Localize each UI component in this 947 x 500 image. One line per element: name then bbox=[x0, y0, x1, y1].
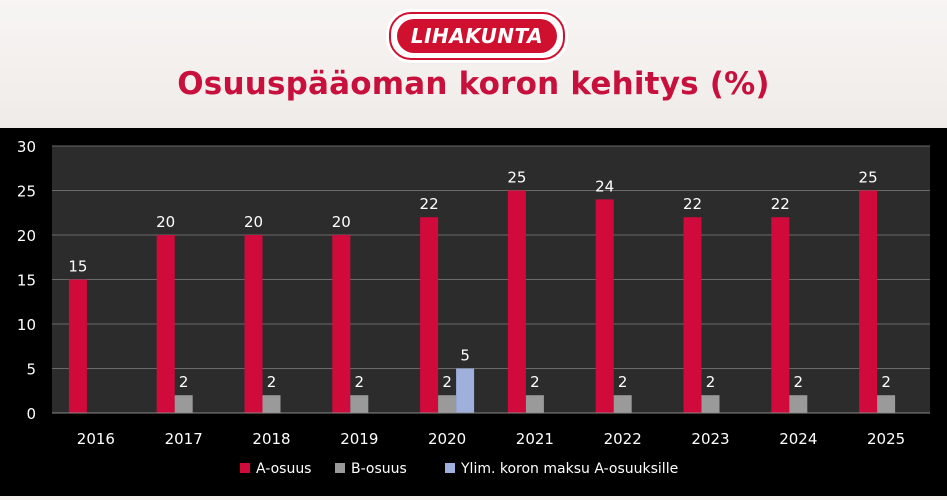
bar bbox=[613, 395, 632, 413]
bar bbox=[507, 190, 526, 413]
legend-label: A-osuus bbox=[256, 461, 311, 477]
bar bbox=[859, 190, 878, 413]
legend-label: B-osuus bbox=[351, 461, 407, 477]
page-title: Osuuspääoman koron kehitys (%) bbox=[177, 66, 770, 102]
x-tick-label: 2020 bbox=[428, 430, 466, 448]
data-label: 2 bbox=[706, 373, 716, 391]
y-tick-label: 5 bbox=[26, 361, 36, 379]
data-label: 2 bbox=[267, 373, 277, 391]
logo-text: LIHAKUNTA bbox=[410, 24, 544, 48]
y-tick-label: 0 bbox=[26, 405, 36, 423]
bar bbox=[350, 395, 369, 413]
logo-badge: LIHAKUNTA bbox=[397, 19, 557, 53]
data-label: 2 bbox=[530, 373, 540, 391]
bar bbox=[438, 395, 457, 413]
data-label: 2 bbox=[442, 373, 452, 391]
y-tick-label: 20 bbox=[17, 227, 36, 245]
bar bbox=[877, 395, 896, 413]
x-tick-label: 2023 bbox=[691, 430, 729, 448]
data-label: 25 bbox=[859, 169, 878, 187]
data-label: 22 bbox=[420, 195, 439, 213]
bar bbox=[525, 395, 544, 413]
y-tick-label: 15 bbox=[17, 272, 36, 290]
bar bbox=[174, 395, 193, 413]
data-label: 22 bbox=[771, 195, 790, 213]
data-label: 20 bbox=[244, 213, 263, 231]
x-tick-label: 2019 bbox=[340, 430, 378, 448]
bar bbox=[156, 235, 175, 413]
bar bbox=[701, 395, 720, 413]
data-label: 25 bbox=[507, 169, 526, 187]
bar bbox=[332, 235, 351, 413]
bar bbox=[456, 368, 475, 413]
y-tick-label: 30 bbox=[17, 138, 36, 156]
bar bbox=[683, 217, 702, 413]
data-label: 2 bbox=[179, 373, 189, 391]
x-tick-label: 2018 bbox=[252, 430, 290, 448]
bar bbox=[595, 199, 614, 413]
x-tick-label: 2022 bbox=[604, 430, 642, 448]
bar bbox=[68, 279, 87, 413]
data-label: 22 bbox=[683, 195, 702, 213]
bar bbox=[262, 395, 281, 413]
data-label: 2 bbox=[355, 373, 365, 391]
bar bbox=[771, 217, 790, 413]
data-label: 5 bbox=[460, 347, 470, 365]
x-tick-label: 2017 bbox=[165, 430, 203, 448]
data-label: 2 bbox=[794, 373, 804, 391]
data-label: 20 bbox=[156, 213, 175, 231]
data-label: 2 bbox=[881, 373, 891, 391]
bar bbox=[789, 395, 808, 413]
data-label: 2 bbox=[618, 373, 628, 391]
chart-area: 0 5 10 15 20 25 30 2016 2017 2018 2019 2020 2021 2022… bbox=[0, 128, 947, 496]
data-label: 15 bbox=[68, 258, 87, 276]
legend-swatch bbox=[445, 463, 455, 473]
y-tick-label: 10 bbox=[17, 316, 36, 334]
x-tick-label: 2024 bbox=[779, 430, 817, 448]
data-label: 20 bbox=[332, 213, 351, 231]
x-tick-label: 2025 bbox=[867, 430, 905, 448]
y-tick-label: 25 bbox=[17, 183, 36, 201]
bar bbox=[244, 235, 263, 413]
data-label: 24 bbox=[595, 177, 614, 195]
legend-label: Ylim. koron maksu A-osuuksille bbox=[460, 461, 678, 477]
legend-swatch bbox=[335, 463, 345, 473]
bar bbox=[420, 217, 439, 413]
x-tick-label: 2016 bbox=[77, 430, 115, 448]
legend-swatch bbox=[240, 463, 250, 473]
lihakunta-logo: LIHAKUNTA bbox=[389, 12, 565, 60]
x-tick-label: 2021 bbox=[516, 430, 554, 448]
